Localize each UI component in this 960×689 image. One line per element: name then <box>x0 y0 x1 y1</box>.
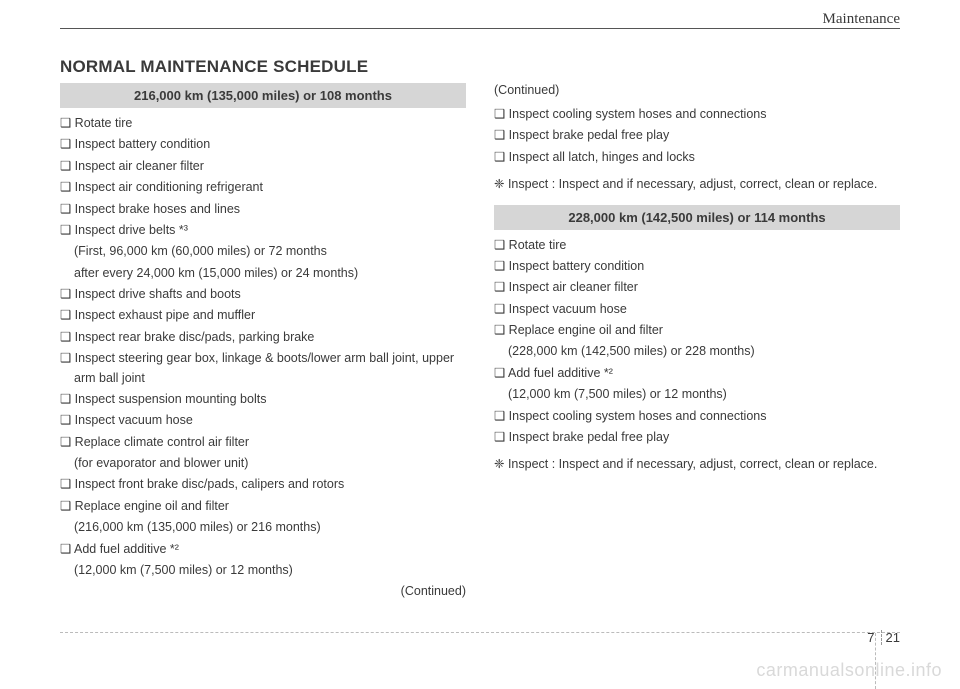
watermark: carmanualsonline.info <box>756 660 942 681</box>
footer-rule <box>60 632 900 633</box>
list-item: ❑ Inspect air conditioning refrigerant <box>60 178 466 197</box>
list-subitem: (216,000 km (135,000 miles) or 216 month… <box>60 518 466 537</box>
list-item: ❑ Replace engine oil and filter <box>60 497 466 516</box>
list-subitem: (12,000 km (7,500 miles) or 12 months) <box>494 385 900 404</box>
list-item: ❑ Replace climate control air filter <box>60 433 466 452</box>
continued-label: (Continued) <box>494 83 900 97</box>
list-item: ❑ Rotate tire <box>494 236 900 255</box>
list-item: ❑ Inspect cooling system hoses and conne… <box>494 105 900 124</box>
list-item: ❑ Inspect steering gear box, linkage & b… <box>60 349 466 388</box>
list-item: ❑ Add fuel additive *² <box>494 364 900 383</box>
list-item: ❑ Inspect brake pedal free play <box>494 126 900 145</box>
interval-band-228k: 228,000 km (142,500 miles) or 114 months <box>494 205 900 230</box>
chapter-number: 7 <box>867 630 881 645</box>
list-item: ❑ Inspect rear brake disc/pads, parking … <box>60 328 466 347</box>
list-item: ❑ Inspect battery condition <box>494 257 900 276</box>
list-item: ❑ Inspect all latch, hinges and locks <box>494 148 900 167</box>
left-column: 216,000 km (135,000 miles) or 108 months… <box>60 83 466 598</box>
right-top-list: ❑ Inspect cooling system hoses and conne… <box>494 105 900 167</box>
list-item: ❑ Inspect brake hoses and lines <box>60 200 466 219</box>
list-item: ❑ Add fuel additive *² <box>60 540 466 559</box>
list-subitem: (First, 96,000 km (60,000 miles) or 72 m… <box>60 242 466 261</box>
list-subitem: (228,000 km (142,500 miles) or 228 month… <box>494 342 900 361</box>
list-item: ❑ Inspect drive shafts and boots <box>60 285 466 304</box>
list-item: ❑ Inspect drive belts *³ <box>60 221 466 240</box>
list-item: ❑ Rotate tire <box>60 114 466 133</box>
list-item: ❑ Inspect battery condition <box>60 135 466 154</box>
page-index: 21 <box>886 630 900 645</box>
inspect-note: ❈ Inspect : Inspect and if necessary, ad… <box>494 175 900 194</box>
continued-label: (Continued) <box>60 584 466 598</box>
page-heading: NORMAL MAINTENANCE SCHEDULE <box>60 57 900 77</box>
list-item: ❑ Inspect cooling system hoses and conne… <box>494 407 900 426</box>
list-item: ❑ Replace engine oil and filter <box>494 321 900 340</box>
list-item: ❑ Inspect exhaust pipe and muffler <box>60 306 466 325</box>
page-number: 7 21 <box>867 630 900 645</box>
list-subitem: (for evaporator and blower unit) <box>60 454 466 473</box>
list-item: ❑ Inspect air cleaner filter <box>494 278 900 297</box>
list-subitem: after every 24,000 km (15,000 miles) or … <box>60 264 466 283</box>
interval-band-216k: 216,000 km (135,000 miles) or 108 months <box>60 83 466 108</box>
right-list: ❑ Rotate tire ❑ Inspect battery conditio… <box>494 236 900 448</box>
right-column: (Continued) ❑ Inspect cooling system hos… <box>494 83 900 598</box>
inspect-note: ❈ Inspect : Inspect and if necessary, ad… <box>494 455 900 474</box>
list-item: ❑ Inspect vacuum hose <box>60 411 466 430</box>
list-item: ❑ Inspect brake pedal free play <box>494 428 900 447</box>
left-list: ❑ Rotate tire ❑ Inspect battery conditio… <box>60 114 466 580</box>
list-item: ❑ Inspect air cleaner filter <box>60 157 466 176</box>
list-item: ❑ Inspect suspension mounting bolts <box>60 390 466 409</box>
list-item: ❑ Inspect vacuum hose <box>494 300 900 319</box>
list-subitem: (12,000 km (7,500 miles) or 12 months) <box>60 561 466 580</box>
list-item: ❑ Inspect front brake disc/pads, caliper… <box>60 475 466 494</box>
section-title: Maintenance <box>811 11 900 28</box>
